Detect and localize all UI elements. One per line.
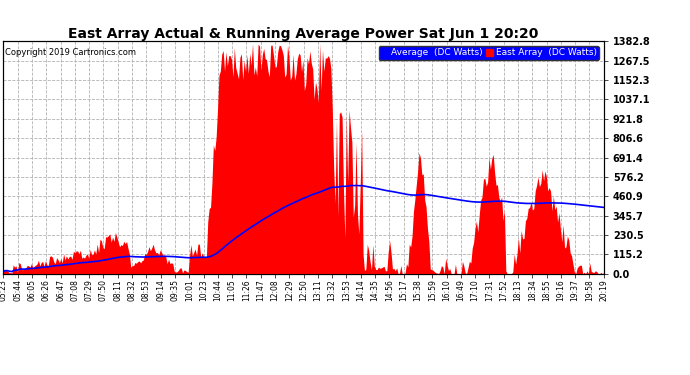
Text: Copyright 2019 Cartronics.com: Copyright 2019 Cartronics.com [5, 48, 136, 57]
Legend: Average  (DC Watts), East Array  (DC Watts): Average (DC Watts), East Array (DC Watts… [379, 46, 599, 60]
Title: East Array Actual & Running Average Power Sat Jun 1 20:20: East Array Actual & Running Average Powe… [68, 27, 539, 41]
